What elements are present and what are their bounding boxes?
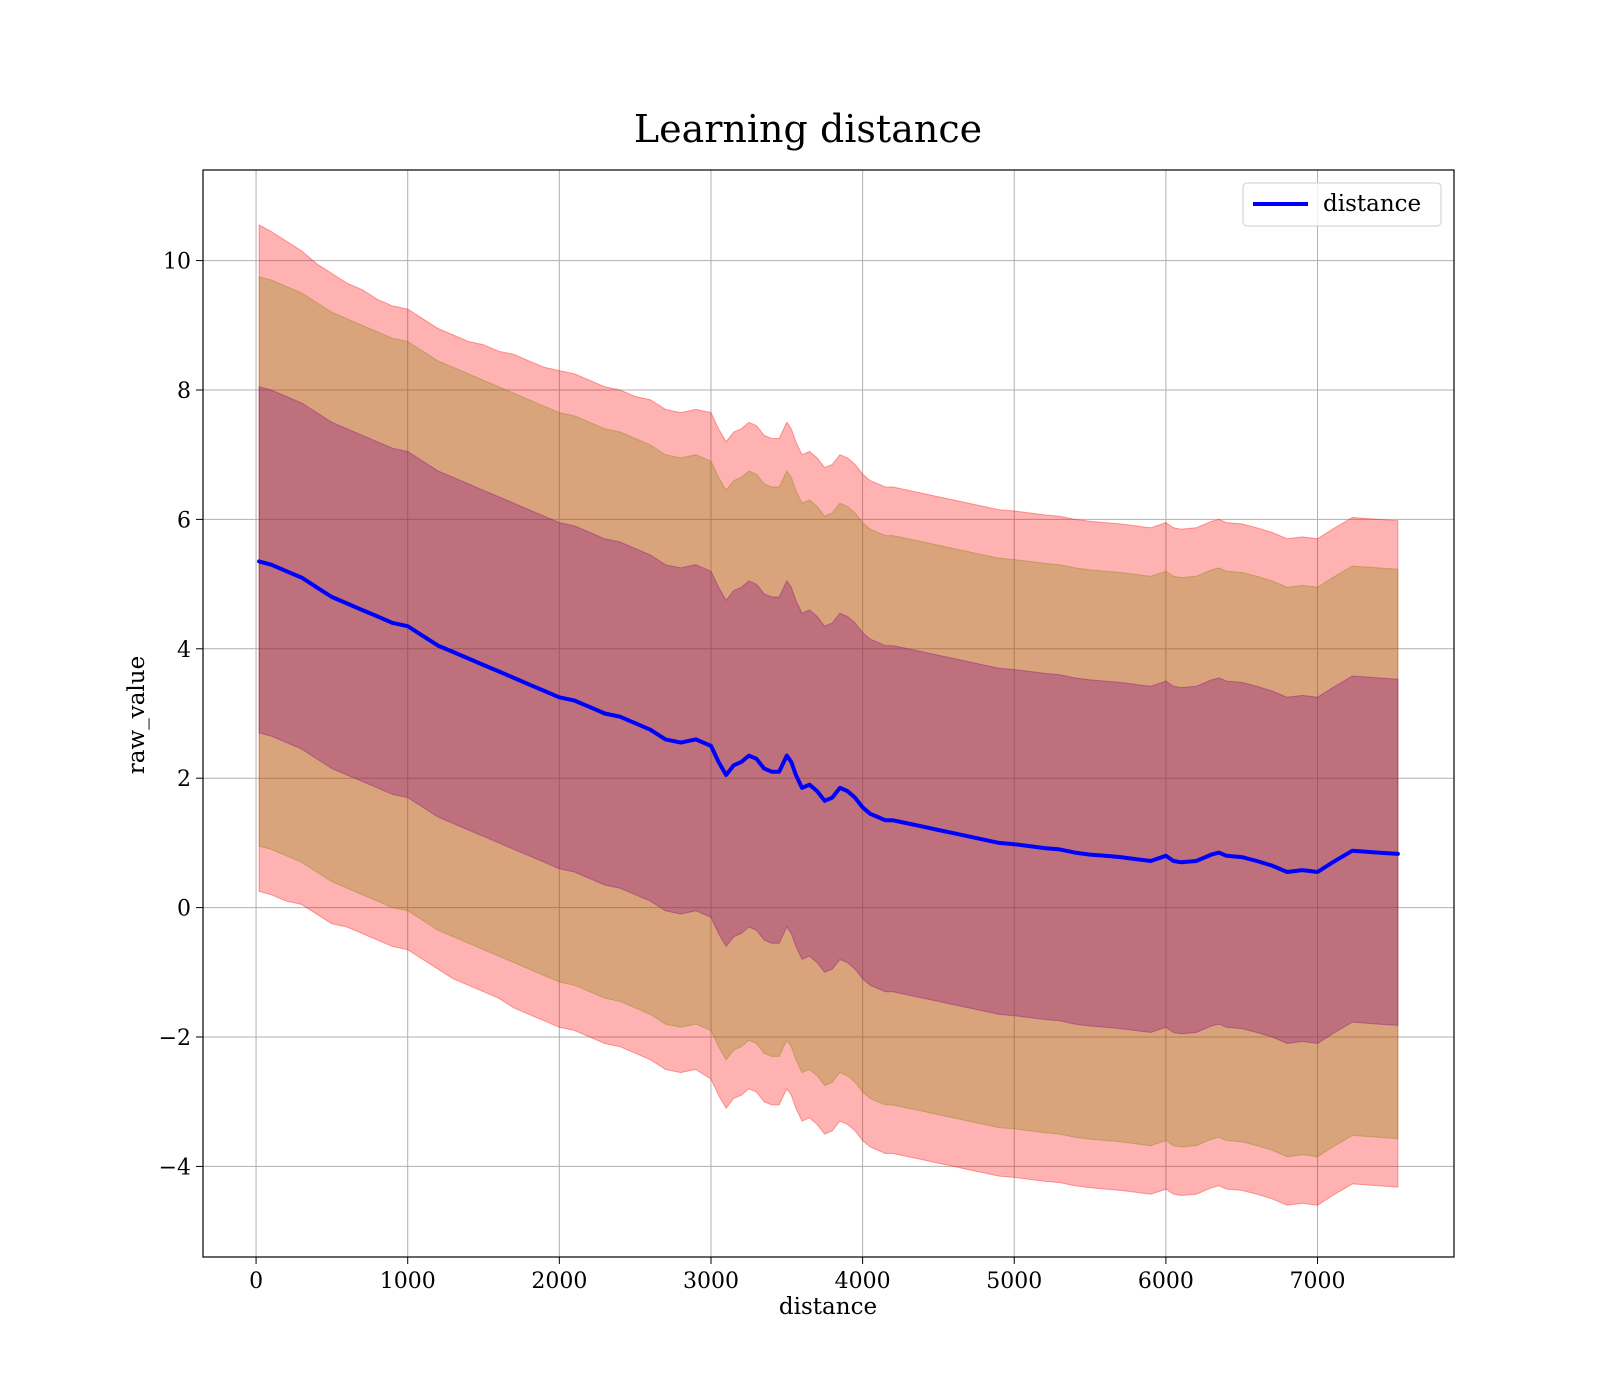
y-tick-label: 6 bbox=[177, 508, 191, 533]
y-tick-label: 10 bbox=[163, 250, 191, 275]
legend-box bbox=[1242, 182, 1442, 227]
x-tick-label: 2000 bbox=[531, 1269, 587, 1294]
uncertainty-bands bbox=[258, 224, 1399, 1206]
x-axis-label: distance bbox=[779, 1294, 877, 1320]
x-tick-label: 4000 bbox=[835, 1269, 891, 1294]
grid-lines bbox=[203, 170, 1454, 1257]
series-line-distance bbox=[257, 559, 1400, 874]
x-tick-label: 7000 bbox=[1290, 1269, 1346, 1294]
y-tick-label: −4 bbox=[159, 1155, 191, 1180]
x-tick-label: 6000 bbox=[1138, 1269, 1194, 1294]
plot-frame bbox=[202, 169, 1455, 1258]
x-tick-label: 0 bbox=[249, 1269, 263, 1294]
series-lines bbox=[257, 559, 1400, 874]
y-tick-label: 0 bbox=[177, 897, 191, 922]
y-tick-label: −2 bbox=[159, 1026, 191, 1051]
chart-title: Learning distance bbox=[634, 107, 982, 151]
y-axis-ticks: −4 −2 0 2 4 6 8 10 bbox=[159, 250, 203, 1180]
x-tick-label: 3000 bbox=[683, 1269, 739, 1294]
y-axis-label: raw_value bbox=[124, 656, 150, 774]
legend: distance bbox=[1242, 182, 1442, 227]
y-tick-label: 8 bbox=[177, 379, 191, 404]
y-tick-label: 2 bbox=[177, 767, 191, 792]
sigma-2-band bbox=[258, 276, 1399, 1158]
legend-label-distance: distance bbox=[1323, 191, 1421, 217]
y-tick-label: 4 bbox=[177, 638, 191, 663]
sigma-1-band bbox=[258, 386, 1399, 1045]
sigma-3-band bbox=[258, 224, 1399, 1206]
x-axis-ticks: 0 1000 2000 3000 4000 5000 6000 7000 bbox=[249, 1257, 1346, 1294]
x-tick-label: 5000 bbox=[986, 1269, 1042, 1294]
x-tick-label: 1000 bbox=[380, 1269, 436, 1294]
